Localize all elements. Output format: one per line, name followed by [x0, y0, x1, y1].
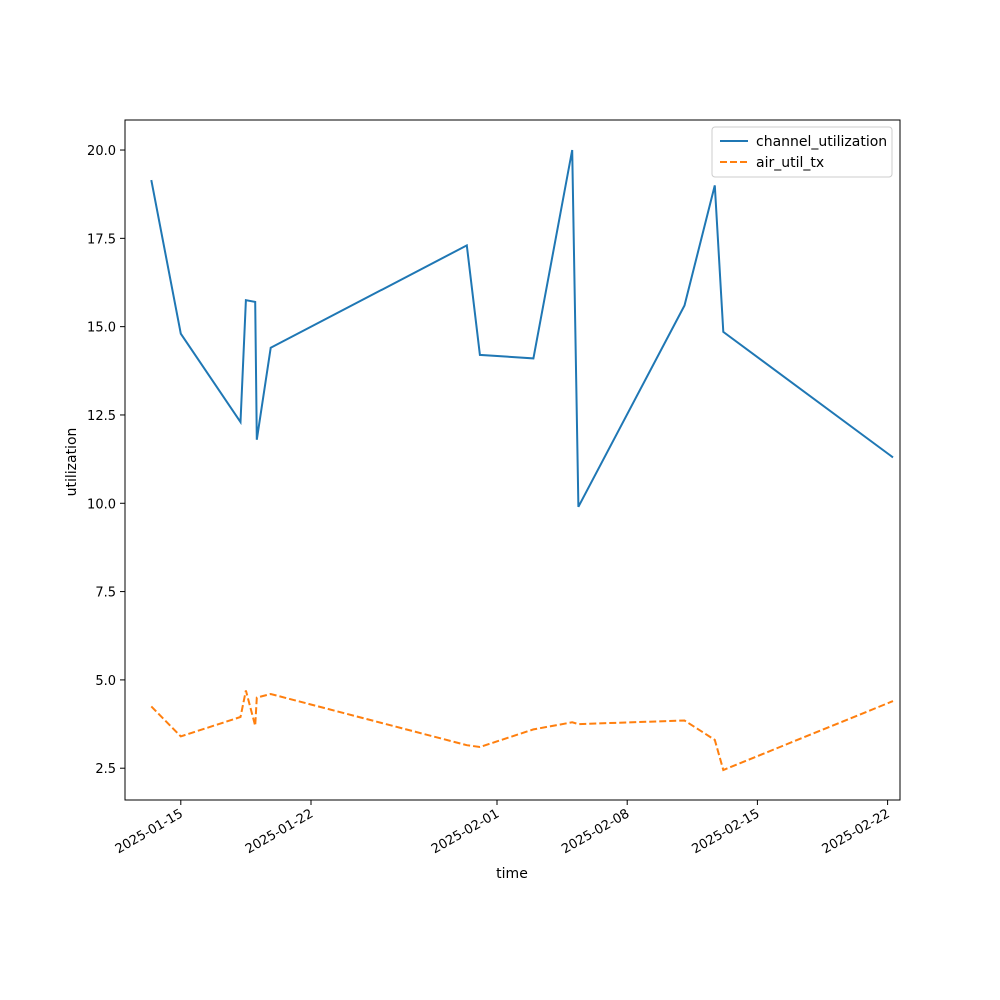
legend-label: channel_utilization — [756, 134, 887, 150]
series-line-channel-utilization — [150, 149, 894, 508]
legend-box — [711, 126, 893, 178]
plot-frame — [124, 119, 901, 801]
y-tick-label: 2.5 — [95, 762, 116, 777]
y-tick-label: 17.5 — [87, 232, 116, 247]
series-line-air-util-tx — [150, 690, 894, 772]
series-layer — [150, 149, 894, 772]
y-tick-label: 15.0 — [87, 321, 116, 336]
y-axis-ticks: 2.5 5.0 7.5 10.0 12.5 15.0 17.5 20.0 — [87, 144, 125, 777]
y-tick-label: 10.0 — [87, 497, 116, 512]
y-tick-label: 5.0 — [95, 674, 116, 689]
y-tick-label: 12.5 — [87, 409, 116, 424]
legend: channel_utilization air_util_tx — [711, 126, 893, 178]
legend-label: air_util_tx — [756, 155, 824, 171]
y-tick-label: 7.5 — [95, 586, 116, 601]
y-axis-label: utilization — [64, 428, 80, 497]
x-axis-label: time — [496, 866, 528, 882]
y-tick-label: 20.0 — [87, 144, 116, 159]
